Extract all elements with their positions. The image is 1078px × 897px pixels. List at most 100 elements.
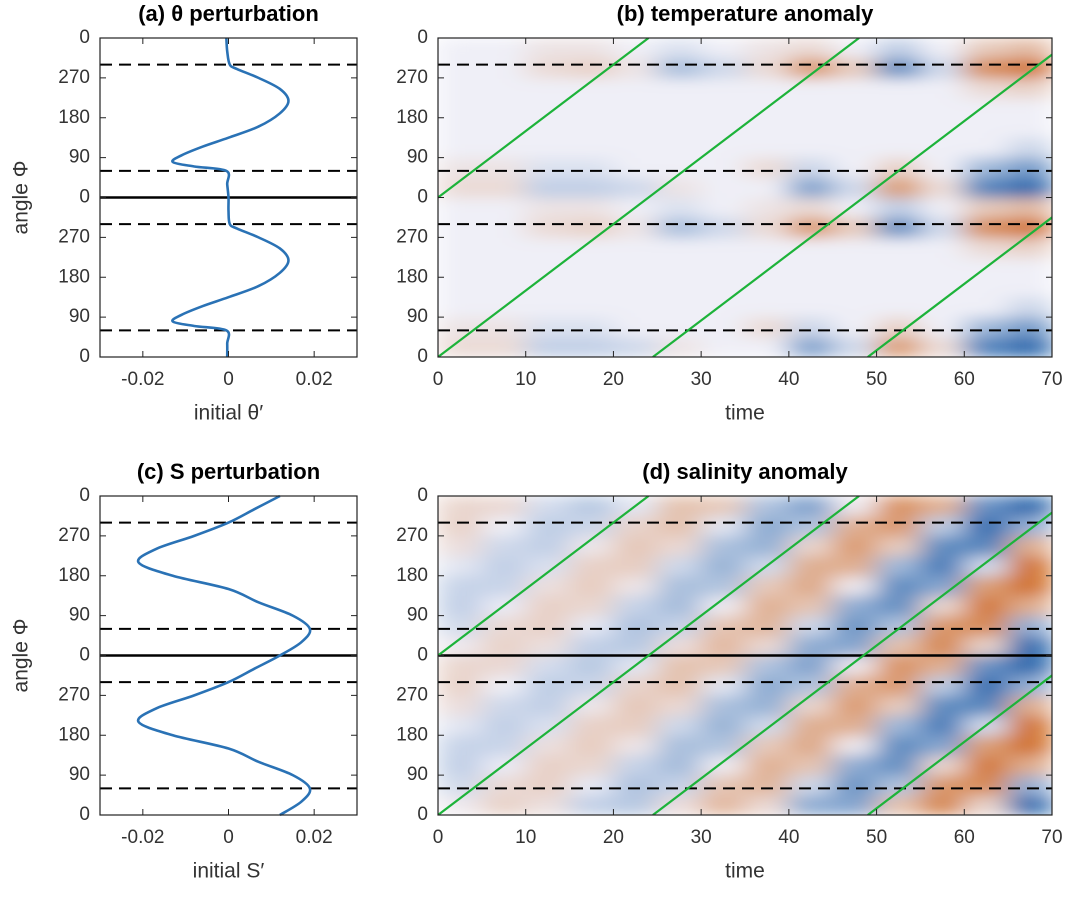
x-tick-label: 0: [433, 827, 444, 848]
heat-cell: [701, 277, 746, 298]
y-axis-label: angle Φ: [10, 619, 33, 693]
heat-cell: [745, 575, 790, 597]
panel-title: (c) S perturbation: [137, 459, 320, 484]
heat-cell: [920, 795, 965, 815]
heat-cell: [876, 117, 921, 139]
x-tick-label: 50: [866, 369, 887, 390]
heat-cell: [832, 277, 878, 298]
heat-cell: [657, 57, 702, 79]
heat-cell: [920, 197, 965, 218]
heat-cell: [745, 117, 790, 139]
heat-cell: [481, 317, 527, 338]
heat-cell: [964, 177, 1009, 198]
heat-cell: [701, 38, 746, 59]
heat-cell: [525, 77, 571, 99]
heat-cell: [613, 715, 658, 736]
heat-cell: [788, 555, 834, 577]
x-tick-label: -0.02: [121, 369, 164, 390]
heat-cell: [832, 675, 878, 696]
heat-cell: [920, 38, 965, 59]
heat-cell: [920, 77, 965, 99]
x-tick-label: 50: [866, 827, 887, 848]
heat-cell: [438, 595, 483, 617]
heat-cell: [1008, 177, 1052, 198]
y-tick-label: 270: [58, 684, 90, 705]
y-tick-label: 180: [396, 107, 428, 128]
heat-cell: [745, 595, 790, 617]
heat-cell: [832, 795, 878, 815]
heat-cell: [1008, 137, 1052, 159]
heat-cell: [569, 496, 614, 517]
phase-line: [438, 38, 860, 357]
heat-cell: [525, 655, 571, 676]
heat-cell: [657, 277, 702, 298]
heat-cell: [745, 297, 790, 318]
heat-cell: [569, 595, 614, 617]
heat-cell: [481, 257, 527, 278]
heat-cell: [920, 496, 965, 517]
heat-cell: [920, 317, 965, 338]
heat-cell: [525, 277, 571, 298]
heat-cell: [613, 257, 658, 278]
heat-cell: [701, 137, 746, 159]
y-tick-label: 0: [417, 346, 428, 367]
heat-cell: [788, 755, 834, 776]
heat-cell: [525, 575, 571, 597]
heat-cell: [481, 535, 527, 557]
y-tick-label: 0: [79, 187, 90, 208]
x-tick-label: 60: [954, 827, 975, 848]
heat-cell: [525, 695, 571, 716]
heat-cell: [788, 675, 834, 696]
heat-cell: [525, 595, 571, 617]
heat-cell: [525, 535, 571, 557]
heat-cell: [701, 57, 746, 79]
heat-cell: [613, 515, 658, 537]
y-tick-label: 270: [396, 525, 428, 546]
heat-cell: [569, 97, 614, 119]
heat-cell: [745, 695, 790, 716]
heat-cell: [657, 317, 702, 338]
panel: 0 90 180 270 0 90 180 270 0 -0.02 0 0.02 (a) θ pertu…: [10, 1, 358, 425]
heat-cell: [438, 237, 483, 258]
heat-cell: [832, 57, 878, 79]
heat-cell: [832, 257, 878, 278]
heat-cell: [745, 337, 790, 357]
heat-cell: [657, 615, 702, 637]
heat-cell: [788, 117, 834, 139]
heat-cell: [964, 695, 1009, 716]
heat-cell: [657, 775, 702, 796]
heat-cell: [613, 297, 658, 318]
heat-cell: [832, 137, 878, 159]
heat-cell: [964, 675, 1009, 696]
heat-cell: [525, 317, 571, 338]
heat-cell: [701, 237, 746, 258]
heat-cell: [525, 257, 571, 278]
heat-cell: [438, 795, 483, 815]
heat-cell: [788, 535, 834, 557]
heat-cell: [832, 317, 878, 338]
heat-cell: [876, 675, 921, 696]
heat-cell: [613, 735, 658, 756]
heat-cell: [1008, 117, 1052, 139]
heat-cell: [613, 277, 658, 298]
heat-cell: [569, 555, 614, 577]
heat-cell: [832, 555, 878, 577]
heat-cell: [920, 775, 965, 796]
heat-cell: [569, 655, 614, 676]
heat-cell: [788, 197, 834, 218]
heat-cell: [832, 635, 878, 656]
heat-cell: [876, 695, 921, 716]
heat-cell: [657, 595, 702, 617]
heat-cell: [920, 555, 965, 577]
heat-cell: [920, 117, 965, 139]
y-tick-label: 90: [407, 605, 428, 626]
heat-cell: [701, 795, 746, 815]
heat-cell: [481, 775, 527, 796]
heat-cell: [657, 635, 702, 656]
heat-cell: [569, 317, 614, 338]
y-tick-label: 180: [58, 565, 90, 586]
heat-cell: [832, 755, 878, 776]
heat-cell: [964, 137, 1009, 159]
heat-cell: [964, 795, 1009, 815]
